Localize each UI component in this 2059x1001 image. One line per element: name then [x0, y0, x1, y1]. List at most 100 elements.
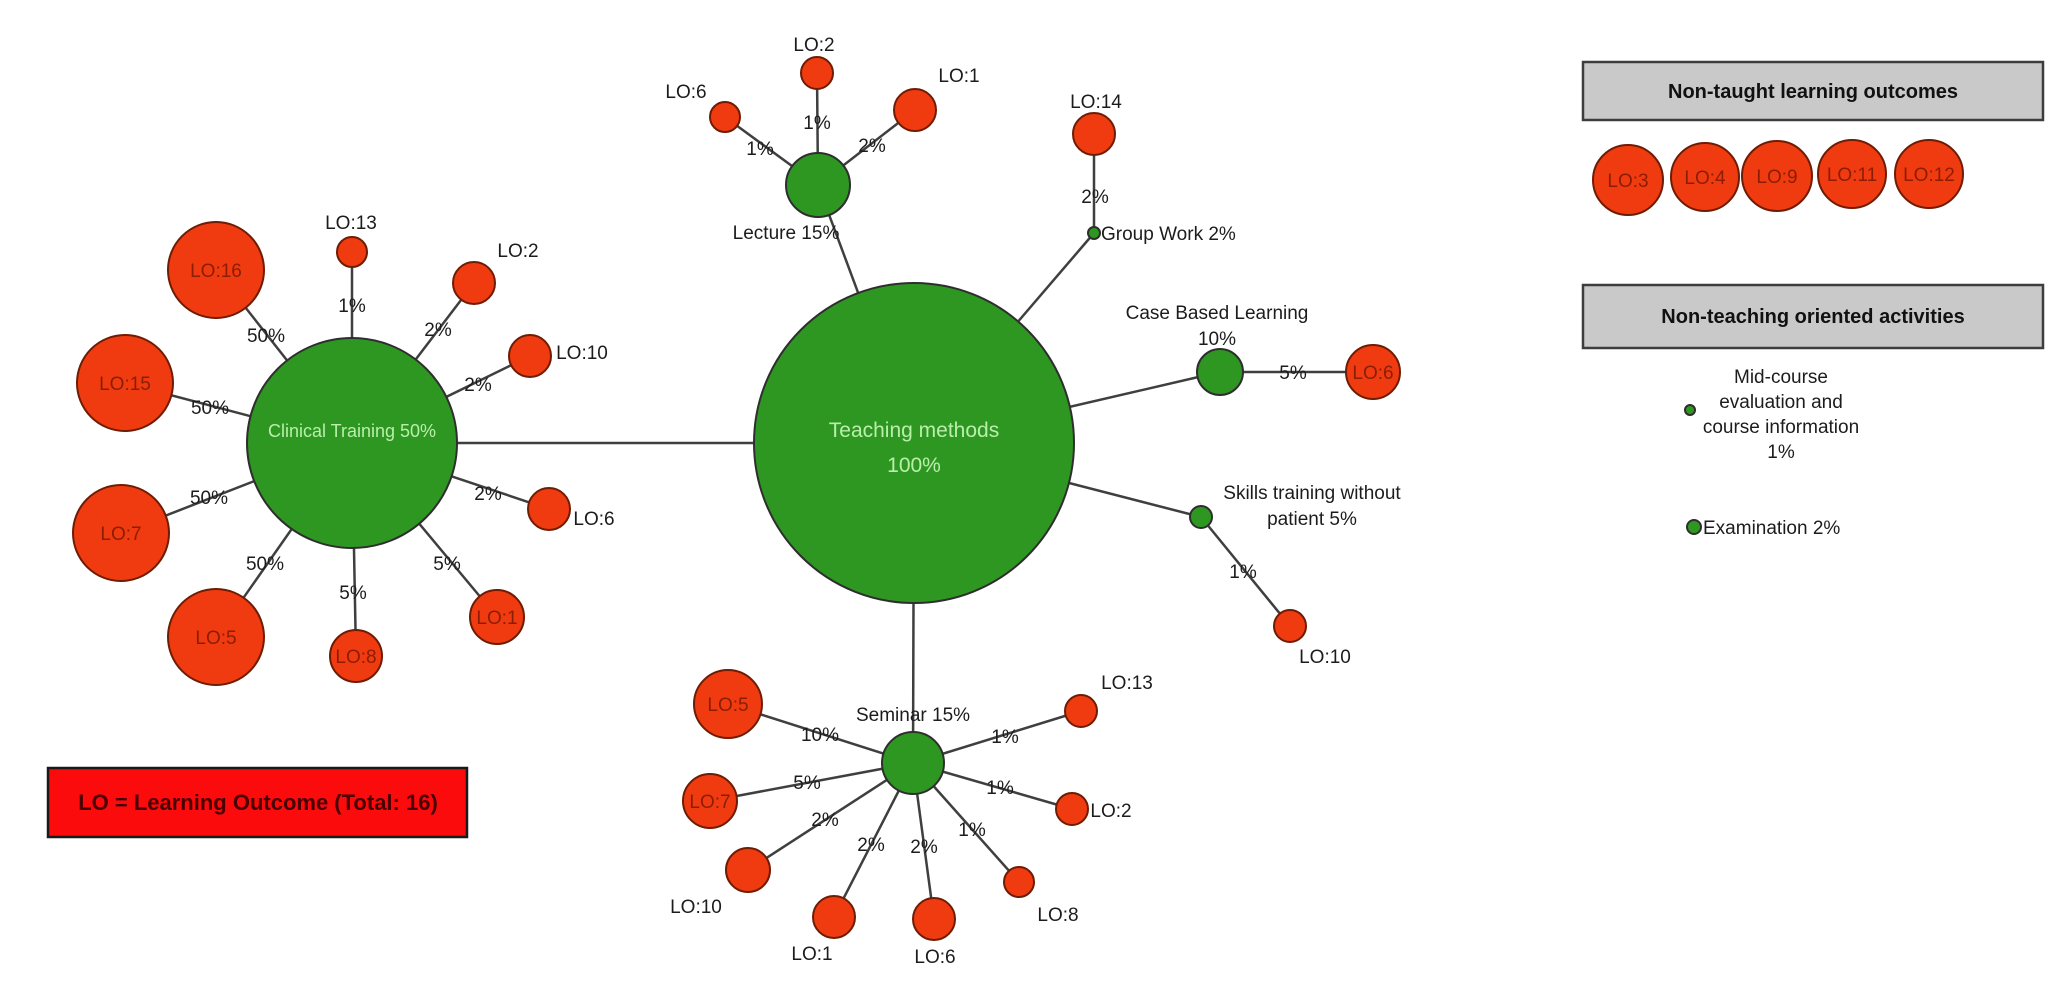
- node-clinical-lo13: [336, 236, 368, 268]
- pct-lecture-lecture-lo6: 1%: [746, 139, 774, 160]
- label-seminar-lo2: LO:2: [1090, 801, 1131, 822]
- node-lecture: [785, 152, 851, 218]
- label-seminar-lo5: LO:5: [707, 695, 748, 716]
- pct-clinical-clinical-lo16: 50%: [247, 326, 285, 347]
- label-clinical-lo7: LO:7: [100, 524, 141, 545]
- node-nt-lo12: [1894, 139, 1964, 209]
- label-seminar-lo13: LO:13: [1101, 673, 1153, 694]
- pct-seminar-seminar-lo2: 1%: [986, 778, 1014, 799]
- pct-clinical-clinical-lo2: 2%: [424, 320, 452, 341]
- label-lecture-lo2: LO:2: [793, 35, 834, 56]
- node-clinical-lo8: [329, 629, 383, 683]
- node-casebased: [1196, 348, 1244, 396]
- node-nt-lo11: [1817, 139, 1887, 209]
- pct-seminar-seminar-lo10: 2%: [811, 810, 839, 831]
- node-groupwork: [1087, 226, 1101, 240]
- label-seminar-lo7: LO:7: [689, 792, 730, 813]
- node-skills-lo10: [1273, 609, 1307, 643]
- label-nt-lo9: LO:9: [1756, 167, 1797, 188]
- node-skills: [1189, 505, 1213, 529]
- node-clinical-lo15: [76, 334, 174, 432]
- node-clinical-lo7: [72, 484, 170, 582]
- node-nt-lo9: [1741, 140, 1813, 212]
- node-seminar-lo7: [682, 773, 738, 829]
- label-groupwork-lo14: LO:14: [1070, 92, 1122, 113]
- lo-legend-text: LO = Learning Outcome (Total: 16): [78, 790, 438, 815]
- pct-lecture-lecture-lo1: 2%: [858, 136, 886, 157]
- label-nt-lo4: LO:4: [1684, 168, 1726, 189]
- pct-lecture-lecture-lo2: 1%: [803, 113, 831, 134]
- node-casebased-lo6: [1345, 344, 1401, 400]
- node-seminar-lo8: [1003, 866, 1035, 898]
- edge-skills-skills-lo10: [1200, 516, 1291, 627]
- label-clinical-lo8: LO:8: [335, 647, 376, 668]
- pct-clinical-clinical-lo8: 5%: [339, 583, 367, 604]
- pct-clinical-clinical-lo13: 1%: [338, 296, 366, 317]
- dot-midcourse: [1684, 404, 1696, 416]
- label-clinical: Clinical Training 50%: [268, 421, 436, 441]
- pct-seminar-seminar-lo7: 5%: [793, 773, 821, 794]
- panel-title-non-teaching: Non-teaching oriented activities: [1661, 306, 1964, 328]
- node-seminar-lo10: [725, 847, 771, 893]
- label-teaching: Teaching methods 100%: [829, 419, 999, 477]
- lo-legend-box: [46, 766, 469, 839]
- activity-text-midcourse: Mid-course evaluation and course informati…: [1703, 367, 1859, 463]
- node-seminar-lo5: [693, 669, 763, 739]
- label-seminar-lo6: LO:6: [914, 947, 955, 968]
- edge-seminar-seminar-lo7: [709, 761, 914, 803]
- label-clinical-lo16: LO:16: [190, 261, 242, 282]
- node-seminar-lo1: [812, 895, 856, 939]
- node-lecture-lo2: [800, 56, 834, 90]
- label-seminar-lo1: LO:1: [791, 944, 832, 965]
- label-seminar: Seminar 15%: [856, 705, 970, 726]
- label-seminar-lo10: LO:10: [670, 897, 722, 918]
- node-seminar-lo6: [912, 897, 956, 941]
- dot-examination: [1686, 519, 1702, 535]
- pct-seminar-seminar-lo1: 2%: [857, 835, 885, 856]
- pct-seminar-seminar-lo5: 10%: [801, 725, 839, 746]
- activity-text-examination: Examination 2%: [1703, 518, 1840, 539]
- pct-seminar-seminar-lo8: 1%: [958, 820, 986, 841]
- pct-clinical-clinical-lo1: 5%: [433, 554, 461, 575]
- label-clinical-lo2: LO:2: [497, 241, 538, 262]
- pct-clinical-clinical-lo15: 50%: [191, 398, 229, 419]
- node-clinical-lo6: [527, 487, 571, 531]
- edge-seminar-seminar-lo10: [747, 761, 914, 872]
- label-skills-lo10: LO:10: [1299, 647, 1351, 668]
- labels-layer: Teaching methods 100% Clinical Training 50…: [99, 35, 1955, 968]
- panel-box-non-teaching: [1581, 283, 2045, 350]
- node-clinical-lo2: [452, 261, 496, 305]
- label-lecture: Lecture 15%: [733, 223, 840, 244]
- label-clinical-lo15: LO:15: [99, 374, 151, 395]
- label-clinical-lo6: LO:6: [573, 509, 614, 530]
- pct-groupwork-groupwork-lo14: 2%: [1081, 187, 1109, 208]
- node-clinical-lo10: [508, 334, 552, 378]
- label-seminar-lo8: LO:8: [1037, 905, 1078, 926]
- label-skills: Skills training without patient 5%: [1223, 483, 1401, 530]
- label-clinical-lo13: LO:13: [325, 213, 377, 234]
- node-seminar: [881, 731, 945, 795]
- pct-skills-skills-lo10: 1%: [1229, 562, 1257, 583]
- panel-box-non-taught: [1581, 60, 2045, 122]
- label-nt-lo3: LO:3: [1607, 171, 1648, 192]
- pct-clinical-clinical-lo10: 2%: [464, 375, 492, 396]
- label-lecture-lo6: LO:6: [665, 82, 706, 103]
- node-seminar-lo13: [1064, 694, 1098, 728]
- node-clinical: [246, 337, 458, 549]
- label-clinical-lo5: LO:5: [195, 628, 236, 649]
- pct-casebased-casebased-lo6: 5%: [1279, 363, 1307, 384]
- pct-clinical-clinical-lo5: 50%: [246, 554, 284, 575]
- label-clinical-lo10: LO:10: [556, 343, 608, 364]
- pct-clinical-clinical-lo6: 2%: [474, 484, 502, 505]
- label-nt-lo12: LO:12: [1903, 165, 1955, 186]
- pct-clinical-clinical-lo7: 50%: [190, 488, 228, 509]
- label-lecture-lo1: LO:1: [938, 66, 979, 87]
- pct-seminar-seminar-lo13: 1%: [991, 727, 1019, 748]
- node-nt-lo4: [1670, 142, 1740, 212]
- node-clinical-lo1: [469, 589, 525, 645]
- node-groupwork-lo14: [1072, 112, 1116, 156]
- panel-title-non-taught: Non-taught learning outcomes: [1668, 81, 1958, 103]
- node-seminar-lo2: [1055, 792, 1089, 826]
- panels-layer: Non-taught learning outcomes Non-teaching…: [46, 60, 2045, 839]
